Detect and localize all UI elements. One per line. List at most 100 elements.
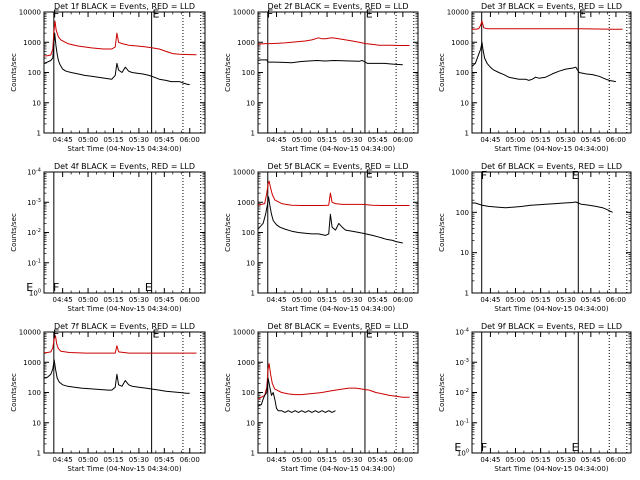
- series-events-line: [44, 32, 190, 85]
- y-tick-label: 10000: [19, 329, 41, 337]
- marker-f: F: [267, 7, 273, 20]
- detector-panel: Det 7f BLACK = Events, RED = LLD Counts/s…: [10, 322, 206, 473]
- series-events-line: [258, 196, 403, 244]
- series-lld-line: [44, 335, 197, 354]
- y-tick-label: 1000: [451, 169, 469, 177]
- x-tick-label: 05:15: [531, 456, 551, 464]
- y-tick-label: 100: [242, 389, 255, 397]
- y-tick-label: 10000: [233, 9, 255, 17]
- x-tick-label: 05:30: [556, 296, 576, 304]
- panel-title: Det 4f BLACK = Events, RED = LLD: [54, 162, 195, 171]
- x-tick-label: 05:15: [317, 296, 337, 304]
- x-tick-label: 04:45: [53, 136, 73, 144]
- x-tick-label: 06:00: [606, 136, 626, 144]
- y-tick-label: 100: [28, 69, 41, 77]
- x-tick-label: 04:45: [480, 296, 500, 304]
- y-axis-label: Counts/sec: [10, 373, 18, 412]
- y-tick-label: 1: [465, 290, 469, 298]
- marker-e: E: [152, 7, 159, 20]
- series-lld-line: [258, 37, 410, 46]
- x-tick-label: 05:15: [103, 456, 123, 464]
- y-axis-label: Counts/sec: [438, 213, 446, 252]
- x-tick-label: 05:00: [78, 136, 98, 144]
- y-tick-label: 10: [460, 249, 469, 257]
- detector-panel: Det 9f BLACK = Events, RED = LLD Counts/s…: [438, 322, 632, 473]
- x-tick-label: 04:45: [480, 456, 500, 464]
- plot-frame: [43, 11, 206, 134]
- y-axis-label: Counts/sec: [224, 213, 232, 252]
- y-tick-label: 10: [246, 419, 255, 427]
- marker-e: E: [579, 7, 586, 20]
- x-tick-label: 05:00: [292, 456, 312, 464]
- x-tick-label: 05:00: [292, 296, 312, 304]
- x-tick-label: 05:30: [342, 136, 362, 144]
- marker-e: E: [366, 7, 373, 20]
- y-tick-label: 1: [37, 450, 41, 458]
- series-events-line: [258, 59, 403, 66]
- series-lld-line: [44, 20, 197, 57]
- y-axis-label: Counts/sec: [438, 373, 446, 412]
- x-tick-label: 05:45: [367, 136, 387, 144]
- x-tick-label: 05:45: [581, 296, 601, 304]
- x-axis-label: Start Time (04-Nov-15 04:34:00): [494, 145, 608, 153]
- detector-panel: Det 3f BLACK = Events, RED = LLD Counts/s…: [438, 2, 632, 153]
- x-axis-label: Start Time (04-Nov-15 04:34:00): [67, 145, 181, 153]
- y-tick-label: 10-3: [455, 358, 469, 367]
- marker-e: E: [454, 441, 461, 454]
- marker-f: F: [53, 327, 59, 340]
- x-tick-label: 05:00: [292, 136, 312, 144]
- y-tick-label: 1000: [237, 199, 255, 207]
- marker-e: E: [366, 167, 373, 180]
- y-axis-label: Counts/sec: [224, 373, 232, 412]
- x-tick-label: 04:45: [480, 136, 500, 144]
- marker-e: E: [366, 327, 373, 340]
- x-tick-label: 05:00: [505, 136, 525, 144]
- detector-panel: Det 2f BLACK = Events, RED = LLD Counts/s…: [224, 2, 419, 153]
- plot-frame: [43, 171, 206, 294]
- marker-f: F: [481, 169, 487, 182]
- y-axis-label: Counts/sec: [10, 213, 18, 252]
- plot-frame: [471, 171, 632, 294]
- panel-title: Det 8f BLACK = Events, RED = LLD: [267, 322, 408, 331]
- y-tick-label: 10: [32, 99, 41, 107]
- x-tick-label: 05:00: [505, 296, 525, 304]
- y-tick-label: 1000: [237, 39, 255, 47]
- x-tick-label: 06:00: [393, 456, 413, 464]
- x-tick-label: 06:00: [393, 136, 413, 144]
- x-axis-label: Start Time (04-Nov-15 04:34:00): [67, 305, 181, 313]
- y-tick-label: 1: [251, 450, 255, 458]
- y-axis-label: Counts/sec: [10, 53, 18, 92]
- y-tick-label: 10-2: [455, 388, 469, 397]
- x-tick-label: 05:30: [556, 456, 576, 464]
- y-tick-label: 100: [28, 389, 41, 397]
- x-axis-label: Start Time (04-Nov-15 04:34:00): [494, 465, 608, 473]
- marker-e: E: [572, 169, 579, 182]
- panel-title: Det 9f BLACK = Events, RED = LLD: [481, 322, 622, 331]
- y-tick-label: 1000: [23, 39, 41, 47]
- y-tick-label: 1: [465, 130, 469, 138]
- x-tick-label: 05:15: [103, 296, 123, 304]
- y-tick-label: 10-4: [455, 328, 469, 337]
- detector-panel: Det 5f BLACK = Events, RED = LLD Counts/s…: [224, 162, 419, 313]
- y-tick-label: 10000: [19, 9, 41, 17]
- x-tick-label: 05:45: [154, 136, 174, 144]
- x-axis-label: Start Time (04-Nov-15 04:34:00): [67, 465, 181, 473]
- y-tick-label: 10: [246, 99, 255, 107]
- x-tick-label: 05:15: [317, 456, 337, 464]
- series-lld-line: [258, 363, 410, 400]
- x-axis-label: Start Time (04-Nov-15 04:34:00): [281, 145, 395, 153]
- x-tick-label: 05:30: [556, 136, 576, 144]
- y-tick-label: 100: [29, 289, 41, 298]
- y-tick-label: 10000: [233, 169, 255, 177]
- x-tick-label: 05:15: [317, 136, 337, 144]
- x-tick-label: 05:30: [342, 296, 362, 304]
- x-tick-label: 05:45: [154, 456, 174, 464]
- marker-e: E: [152, 327, 159, 340]
- x-tick-label: 05:15: [531, 296, 551, 304]
- x-tick-label: 05:45: [581, 456, 601, 464]
- y-tick-label: 1000: [451, 39, 469, 47]
- x-tick-label: 05:45: [581, 136, 601, 144]
- x-tick-label: 04:45: [266, 136, 286, 144]
- panel-title: Det 7f BLACK = Events, RED = LLD: [54, 322, 195, 331]
- plot-frame: [257, 11, 419, 134]
